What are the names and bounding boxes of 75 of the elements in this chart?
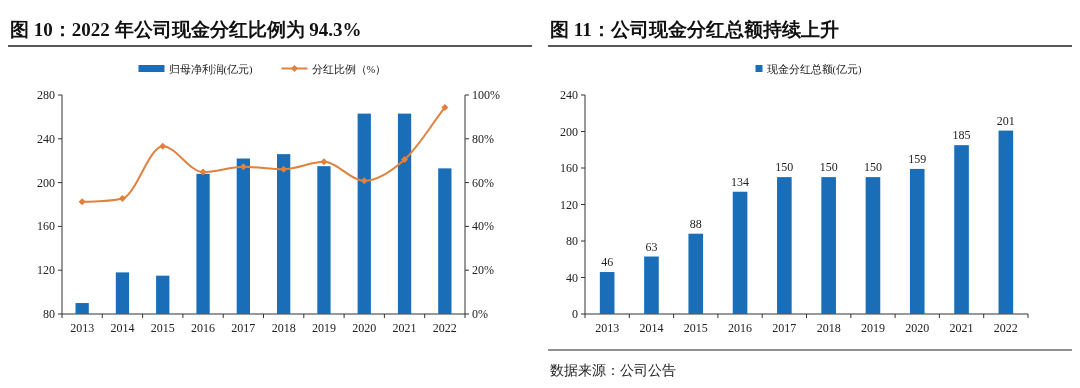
- y-tick-label: 200: [37, 175, 55, 190]
- x-tick-label: 2021: [392, 321, 417, 335]
- bar: [777, 177, 792, 314]
- x-tick-label: 2016: [728, 321, 753, 335]
- y-tick-label: 80: [43, 307, 55, 321]
- y2-tick-label: 100%: [472, 88, 500, 102]
- point: [280, 165, 288, 173]
- bar: [821, 177, 836, 314]
- point: [239, 163, 247, 171]
- bar: [865, 177, 881, 314]
- legend-label: 归母净利润(亿元): [168, 63, 253, 76]
- y2-tick-label: 80%: [472, 131, 494, 146]
- x-tick-label: 2022: [993, 321, 1018, 335]
- point: [159, 142, 167, 150]
- x-tick-label: 2020: [352, 321, 377, 335]
- y2-tick-label: 40%: [472, 219, 494, 234]
- x-tick-label: 2021: [949, 321, 974, 335]
- data-label: 159: [908, 151, 927, 166]
- point: [441, 103, 449, 111]
- data-label: 63: [645, 239, 658, 254]
- y-tick-label: 240: [560, 88, 578, 102]
- point: [118, 195, 126, 203]
- y-tick-label: 200: [560, 124, 578, 139]
- x-tick-label: 2017: [231, 321, 256, 335]
- x-tick-label: 2016: [191, 321, 216, 335]
- x-tick-label: 2018: [816, 321, 841, 335]
- source-note: 数据来源：公司公告: [550, 363, 676, 378]
- data-label: 150: [775, 160, 794, 175]
- chart-title: 图 10：2022 年公司现金分红比例为 94.3%: [10, 19, 362, 40]
- x-tick-label: 2015: [150, 321, 175, 335]
- point: [360, 177, 368, 185]
- bar: [644, 256, 659, 314]
- point: [78, 198, 86, 206]
- data-label: 150: [863, 160, 882, 175]
- bar: [732, 191, 748, 314]
- data-label: 134: [731, 174, 750, 189]
- data-label: 201: [996, 113, 1015, 128]
- data-label: 150: [819, 160, 838, 175]
- x-tick-label: 2020: [905, 321, 930, 335]
- bar: [998, 130, 1014, 314]
- x-tick-label: 2018: [271, 321, 296, 335]
- x-tick-label: 2019: [311, 321, 336, 335]
- bar: [688, 233, 704, 314]
- data-label: 88: [689, 216, 702, 231]
- y-tick-label: 160: [37, 219, 55, 234]
- point: [401, 156, 409, 164]
- bar: [954, 145, 969, 314]
- point: [199, 168, 207, 176]
- x-tick-label: 2014: [639, 321, 664, 335]
- y-tick-label: 240: [37, 131, 55, 146]
- x-tick-label: 2013: [595, 321, 620, 335]
- data-label: 46: [601, 255, 614, 270]
- y-tick-label: 120: [560, 197, 578, 212]
- y-tick-label: 80: [566, 234, 578, 248]
- y-tick-label: 280: [37, 88, 55, 102]
- x-tick-label: 2014: [110, 321, 135, 335]
- y-tick-label: 120: [37, 263, 55, 278]
- legend-label: 现金分红总额(亿元): [766, 63, 862, 76]
- y-tick-label: 0: [572, 307, 578, 321]
- point: [320, 158, 328, 166]
- x-tick-label: 2013: [70, 321, 95, 335]
- bar: [909, 168, 925, 314]
- y-tick-label: 40: [566, 270, 578, 285]
- y2-tick-label: 0%: [472, 307, 488, 321]
- bar: [599, 272, 615, 314]
- x-tick-label: 2022: [432, 321, 457, 335]
- x-tick-label: 2017: [772, 321, 797, 335]
- legend-label: 分红比例（%）: [311, 63, 387, 75]
- y2-tick-label: 20%: [472, 263, 494, 278]
- y-tick-label: 160: [560, 161, 578, 175]
- data-label: 185: [952, 128, 971, 143]
- chart-title: 图 11：公司现金分红总额持续上升: [550, 19, 839, 40]
- y2-tick-label: 60%: [472, 175, 494, 190]
- x-tick-label: 2019: [860, 321, 885, 335]
- x-tick-label: 2015: [683, 321, 708, 335]
